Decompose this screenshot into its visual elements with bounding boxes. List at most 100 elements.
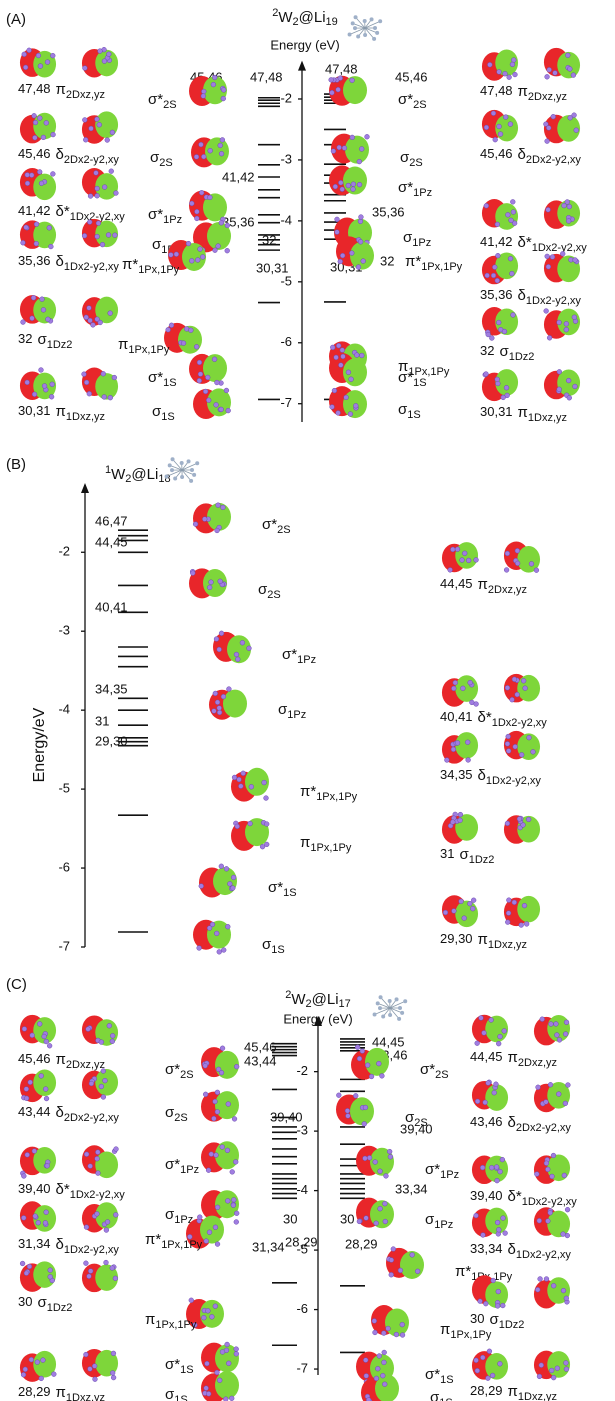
atom <box>485 1376 490 1381</box>
panel-title: 1W2@Li18 <box>105 464 171 485</box>
atom <box>470 906 475 911</box>
text-part: 33,34 <box>470 1241 503 1256</box>
orbital-image <box>20 368 56 400</box>
atom <box>23 65 28 70</box>
atom <box>25 181 30 186</box>
atom <box>212 75 217 80</box>
atom <box>34 241 39 246</box>
atom <box>215 1242 220 1247</box>
atom <box>365 134 370 139</box>
atom <box>350 135 355 140</box>
atom <box>487 62 492 67</box>
atom <box>563 1101 568 1106</box>
text-part: δ <box>56 253 64 270</box>
atom <box>400 1011 404 1015</box>
atom <box>510 62 515 67</box>
atom <box>168 252 173 257</box>
orbital-image <box>482 50 518 81</box>
atom <box>489 336 494 341</box>
atom <box>108 311 113 316</box>
atom <box>106 52 111 57</box>
text-part: 35,36 <box>480 287 513 302</box>
atom <box>231 875 236 880</box>
text-part: 19 <box>326 16 338 28</box>
atom <box>374 1221 379 1226</box>
atom <box>27 48 32 53</box>
atom <box>95 1150 100 1155</box>
text-part: 1Px,1Py <box>421 261 462 273</box>
lobe <box>200 1216 224 1244</box>
atom <box>378 1206 383 1211</box>
atom <box>111 1375 116 1380</box>
atom <box>544 1161 549 1166</box>
level-label: 43,44 <box>244 1053 277 1068</box>
atom <box>220 1145 225 1150</box>
text-part: 44,45 <box>440 576 473 591</box>
atom <box>197 1215 202 1220</box>
level-label: 30,31 <box>256 260 289 275</box>
text-part: 1Px,1Py <box>450 1329 491 1341</box>
atom <box>224 866 229 871</box>
atom <box>363 19 367 23</box>
orbital-image <box>482 252 518 284</box>
text-part: 34,35 <box>440 767 473 782</box>
atom <box>82 66 87 71</box>
atom <box>354 353 359 358</box>
atom <box>355 1045 360 1050</box>
atom <box>199 142 204 147</box>
atom <box>94 170 99 175</box>
text-part: σ* <box>425 1366 440 1383</box>
atom <box>45 60 50 65</box>
text-part: 1Dx2-y2,xy <box>64 1244 120 1256</box>
text-part: 1Dz2 <box>47 339 73 351</box>
orbital-label: σ*1Pz <box>165 1156 199 1176</box>
atom <box>508 256 513 261</box>
panel-title: 2W2@Li19 <box>272 7 338 28</box>
group-label: 32σ1Dz2 <box>480 343 534 363</box>
lobe <box>215 1371 239 1399</box>
y-tick-label: -2 <box>296 1063 308 1078</box>
atom <box>372 1319 377 1324</box>
level-label: 39,40 <box>270 1109 303 1124</box>
text-part: σ* <box>398 369 413 386</box>
y-tick-label: -7 <box>280 395 292 410</box>
atom <box>215 380 220 385</box>
atom <box>48 1274 53 1279</box>
atom <box>509 271 514 276</box>
group-label: 39,40δ*1Dx2-y2,xy <box>470 1188 577 1208</box>
orbital-image <box>201 1342 239 1373</box>
atom <box>111 1351 116 1356</box>
atom <box>89 1081 94 1086</box>
text-part: 2Dx2-y2,xy <box>516 1122 572 1134</box>
level-label: 31,34 <box>252 1239 285 1254</box>
atom <box>189 201 194 206</box>
atom <box>249 784 254 789</box>
text-part: 18 <box>158 473 170 485</box>
atom <box>262 780 267 785</box>
atom <box>544 1277 549 1282</box>
atom <box>506 911 511 916</box>
orbital-label: σ1Pz <box>403 229 431 249</box>
atom <box>362 1121 367 1126</box>
atom <box>231 1203 236 1208</box>
atom <box>235 657 240 662</box>
atom <box>527 735 532 740</box>
orbital-image <box>201 1141 239 1174</box>
atom <box>505 920 510 925</box>
text-part: δ* <box>56 1181 70 1198</box>
atom <box>373 1160 378 1165</box>
atom <box>495 1220 500 1225</box>
atom <box>358 219 363 224</box>
atom <box>211 82 216 87</box>
orbital-image <box>482 110 518 142</box>
y-tick-label: -2 <box>58 544 70 559</box>
atom <box>33 1214 38 1219</box>
atom <box>359 215 364 220</box>
orbital-image <box>442 675 479 706</box>
atom <box>378 1006 382 1010</box>
text-part: 2S <box>414 1117 427 1129</box>
orbital-image <box>329 353 367 387</box>
atom <box>24 1271 29 1276</box>
atom <box>338 363 343 368</box>
atom <box>37 1022 42 1027</box>
